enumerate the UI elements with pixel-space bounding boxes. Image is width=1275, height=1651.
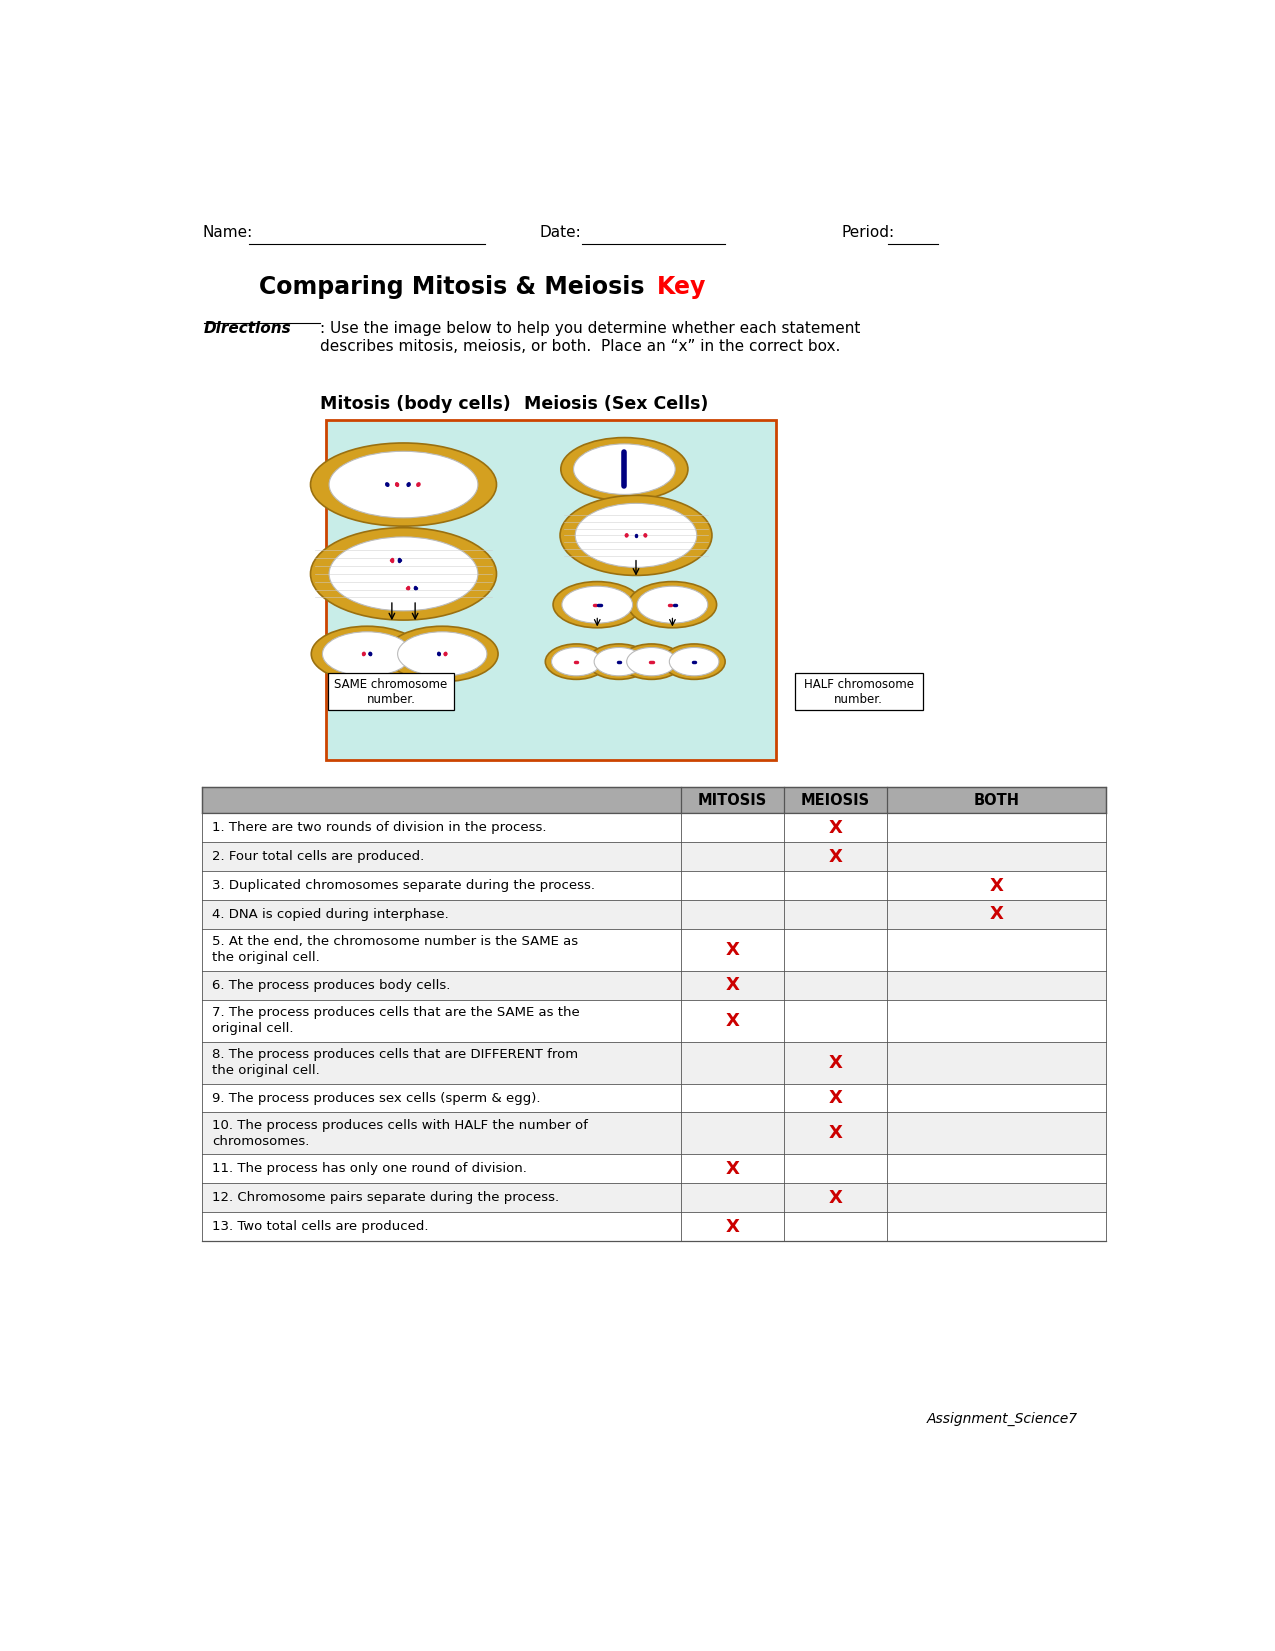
Bar (794, 674, 923, 710)
Bar (201, 1113, 1107, 1154)
Text: HALF chromosome
number.: HALF chromosome number. (803, 677, 914, 705)
Ellipse shape (638, 586, 708, 622)
Text: 3. Duplicated chromosomes separate during the process.: 3. Duplicated chromosomes separate durin… (212, 878, 595, 892)
Text: Assignment_Science7: Assignment_Science7 (927, 1412, 1077, 1426)
Text: X: X (725, 976, 739, 994)
Bar (201, 1001, 1107, 1042)
Text: Name:: Name: (201, 226, 252, 241)
Text: 6. The process produces body cells.: 6. The process produces body cells. (212, 979, 450, 992)
Text: 2. Four total cells are produced.: 2. Four total cells are produced. (212, 850, 425, 863)
Ellipse shape (329, 537, 478, 611)
Ellipse shape (552, 647, 601, 675)
Bar (201, 842, 1107, 872)
Ellipse shape (311, 442, 496, 527)
Ellipse shape (627, 647, 676, 675)
Ellipse shape (575, 504, 696, 568)
Text: 1. There are two rounds of division in the process.: 1. There are two rounds of division in t… (212, 821, 547, 834)
Ellipse shape (588, 644, 650, 679)
Text: BOTH: BOTH (974, 792, 1020, 807)
Ellipse shape (621, 644, 682, 679)
Ellipse shape (311, 528, 496, 621)
Ellipse shape (546, 644, 607, 679)
Ellipse shape (562, 586, 632, 622)
Text: X: X (989, 905, 1003, 923)
Bar (326, 419, 775, 759)
Text: X: X (829, 1124, 843, 1142)
Bar (201, 900, 1107, 930)
Text: 13. Two total cells are produced.: 13. Two total cells are produced. (212, 1220, 428, 1233)
Ellipse shape (560, 495, 711, 576)
Text: X: X (829, 1189, 843, 1207)
Text: Mitosis (body cells): Mitosis (body cells) (320, 396, 510, 413)
Ellipse shape (311, 626, 423, 682)
Bar (201, 971, 1107, 1001)
Ellipse shape (553, 581, 641, 627)
Text: Period:: Period: (842, 226, 895, 241)
Ellipse shape (629, 581, 717, 627)
Text: : Use the image below to help you determine whether each statement
describes mit: : Use the image below to help you determ… (320, 322, 861, 353)
Bar (201, 1184, 1107, 1212)
Text: 7. The process produces cells that are the SAME as the
original cell.: 7. The process produces cells that are t… (212, 1005, 580, 1035)
Text: Key: Key (657, 274, 706, 299)
Text: X: X (829, 1090, 843, 1108)
Text: 5. At the end, the chromosome number is the SAME as
the original cell.: 5. At the end, the chromosome number is … (212, 936, 578, 964)
Text: 12. Chromosome pairs separate during the process.: 12. Chromosome pairs separate during the… (212, 1192, 560, 1204)
Bar (329, 674, 454, 710)
Text: 9. The process produces sex cells (sperm & egg).: 9. The process produces sex cells (sperm… (212, 1091, 541, 1105)
Text: 11. The process has only one round of division.: 11. The process has only one round of di… (212, 1162, 527, 1176)
Text: X: X (725, 1012, 739, 1030)
Ellipse shape (323, 632, 412, 677)
Text: X: X (989, 877, 1003, 895)
Text: X: X (725, 941, 739, 959)
Text: 10. The process produces cells with HALF the number of
chromosomes.: 10. The process produces cells with HALF… (212, 1119, 588, 1147)
Text: X: X (829, 847, 843, 865)
Ellipse shape (663, 644, 725, 679)
Text: X: X (725, 1161, 739, 1177)
Text: 4. DNA is copied during interphase.: 4. DNA is copied during interphase. (212, 908, 449, 921)
Text: 8. The process produces cells that are DIFFERENT from
the original cell.: 8. The process produces cells that are D… (212, 1048, 578, 1076)
Text: Comparing Mitosis & Meiosis: Comparing Mitosis & Meiosis (259, 274, 653, 299)
Bar (201, 1212, 1107, 1242)
Text: X: X (725, 1218, 739, 1235)
Text: SAME chromosome
number.: SAME chromosome number. (334, 677, 448, 705)
Bar (201, 814, 1107, 842)
Bar (201, 930, 1107, 971)
Ellipse shape (669, 647, 719, 675)
Ellipse shape (386, 626, 499, 682)
Bar (201, 1154, 1107, 1184)
Text: Date:: Date: (539, 226, 581, 241)
Text: X: X (829, 819, 843, 837)
Ellipse shape (574, 444, 676, 494)
Ellipse shape (398, 632, 487, 677)
Text: Meiosis (Sex Cells): Meiosis (Sex Cells) (524, 396, 709, 413)
Bar (201, 872, 1107, 900)
Ellipse shape (594, 647, 644, 675)
Text: MEIOSIS: MEIOSIS (801, 792, 870, 807)
Text: X: X (829, 1053, 843, 1071)
Ellipse shape (561, 438, 688, 500)
Text: MITOSIS: MITOSIS (697, 792, 768, 807)
Bar (201, 788, 1107, 814)
Ellipse shape (329, 451, 478, 518)
Text: Directions: Directions (204, 322, 291, 337)
Bar (201, 1083, 1107, 1113)
Bar (201, 1042, 1107, 1083)
